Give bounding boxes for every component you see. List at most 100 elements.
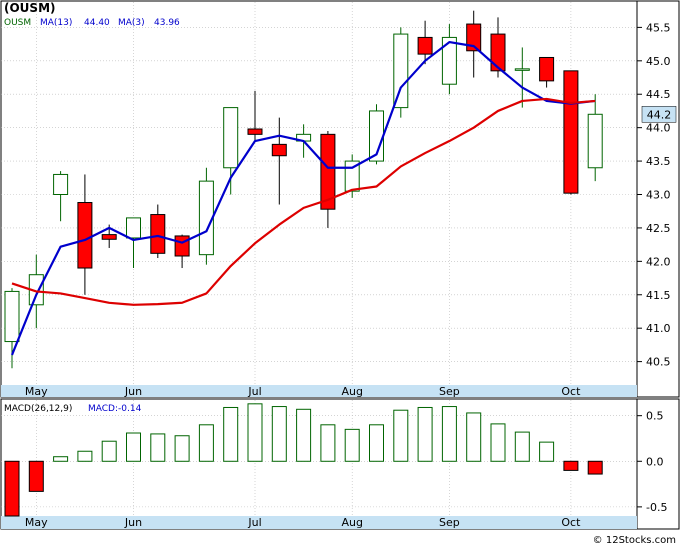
price-y-tick-label: 43.0 — [646, 189, 671, 202]
candle-up — [53, 171, 69, 222]
macd-bar-positive — [320, 424, 336, 462]
macd-bar-positive — [101, 440, 117, 462]
candle-body — [77, 202, 93, 269]
candle-down — [320, 131, 336, 228]
candle-up — [198, 167, 214, 265]
legend-ma13-value: 44.40 — [84, 18, 110, 28]
candle-body — [587, 113, 603, 169]
macd-bar-positive — [393, 409, 409, 462]
macd-bar-positive — [296, 408, 312, 462]
macd-bar-positive — [271, 406, 287, 462]
macd-bar-positive — [417, 406, 433, 462]
macd-bar-positive — [247, 403, 263, 462]
chart-title: (OUSM) — [4, 1, 56, 15]
macd-bar-positive — [441, 406, 457, 462]
candle-body — [53, 173, 69, 196]
macd-y-axis-area — [636, 398, 680, 530]
macd-histogram — [4, 403, 603, 517]
macd-bar-positive — [490, 423, 506, 462]
macd-bar-positive — [126, 432, 141, 462]
macd-bar-negative — [563, 460, 579, 471]
macd-bar-positive — [539, 441, 555, 462]
legend-ma3-label: MA(3) — [118, 18, 145, 28]
candle-body — [150, 214, 166, 254]
macd-x-axis-strip — [1, 516, 637, 529]
macd-bar-positive — [150, 433, 166, 462]
price-panel-frame — [0, 0, 638, 398]
candle-down — [271, 117, 287, 205]
candle-up — [514, 47, 530, 108]
macd-y-tick-label: 0.0 — [646, 455, 664, 468]
price-y-tick-label: 42.5 — [646, 222, 671, 235]
macd-x-tick-label: Oct — [561, 516, 581, 529]
macd-bar-negative — [28, 460, 44, 492]
candle-body — [563, 70, 579, 194]
candle-up — [393, 27, 409, 118]
price-y-tick-label: 45.0 — [646, 55, 671, 68]
last-price-value: 44.2 — [647, 108, 672, 121]
candle-body — [441, 36, 457, 85]
macd-bar-positive — [77, 450, 93, 462]
macd-y-axis-labels: -0.5 0.0 0.5 — [646, 410, 667, 514]
price-y-tick-label: 41.0 — [646, 322, 671, 335]
price-y-tick-label: 45.5 — [646, 21, 671, 34]
candle-body — [4, 290, 20, 343]
macd-y-tick-label: 0.5 — [646, 410, 664, 423]
price-y-tick-label: 43.5 — [646, 155, 671, 168]
macd-bar-positive — [53, 456, 69, 462]
candle-body — [271, 143, 287, 157]
candle-body — [223, 107, 239, 169]
price-x-axis-strip — [1, 385, 637, 397]
price-x-tick-label: Jun — [124, 385, 142, 398]
candle-down — [247, 90, 263, 142]
candle-body — [247, 128, 263, 135]
macd-y-tick-label: -0.5 — [646, 501, 667, 514]
macd-x-tick-label: Aug — [341, 516, 362, 529]
candle-up — [441, 24, 457, 95]
macd-x-axis-labels: May Jun Jul Aug Sep Oct — [25, 516, 581, 529]
legend-ma3-value: 43.96 — [154, 18, 180, 28]
candle-body — [514, 68, 530, 71]
macd-bar-positive — [344, 428, 360, 462]
macd-x-tick-label: Jun — [124, 516, 142, 529]
candle-up — [126, 217, 141, 269]
macd-panel-frame — [0, 398, 638, 530]
macd-bar-positive — [514, 431, 530, 462]
macd-x-tick-label: May — [25, 516, 48, 529]
ma3-line — [11, 97, 596, 306]
macd-value: MACD:-0.14 — [88, 404, 142, 414]
price-y-tick-label: 44.5 — [646, 88, 671, 101]
macd-x-tick-label: Jul — [247, 516, 261, 529]
candle-up — [587, 94, 603, 182]
macd-bar-positive — [198, 424, 214, 462]
candle-down — [417, 20, 433, 65]
candle-up — [369, 104, 384, 165]
price-y-axis-area — [636, 0, 680, 398]
candle-down — [539, 56, 555, 88]
macd-bar-positive — [174, 435, 190, 462]
candle-down — [563, 70, 579, 195]
price-x-axis-labels: May Jun Jul Aug Sep Oct — [25, 385, 581, 398]
moving-average-lines — [10, 40, 596, 356]
candle-body — [320, 133, 336, 210]
price-y-tick-label: 41.5 — [646, 289, 671, 302]
macd-label: MACD(26,12,9) — [4, 404, 72, 414]
candle-down — [150, 204, 166, 258]
price-x-tick-label: May — [25, 385, 48, 398]
macd-bar-positive — [466, 412, 482, 462]
legend-ma13-label: MA(13) — [40, 18, 72, 28]
price-x-tick-label: Jul — [247, 385, 261, 398]
price-y-tick-label: 40.5 — [646, 356, 671, 369]
watermark: © 12Stocks.com — [593, 535, 676, 546]
candle-body — [393, 33, 409, 109]
macd-bar-positive — [223, 406, 239, 462]
macd-bar-negative — [4, 460, 20, 517]
macd-x-tick-label: Sep — [439, 516, 460, 529]
candle-body — [539, 56, 555, 82]
candle-body — [490, 33, 506, 72]
price-y-tick-label: 44.0 — [646, 122, 671, 135]
candle-body — [466, 23, 482, 52]
candle-body — [126, 217, 141, 239]
